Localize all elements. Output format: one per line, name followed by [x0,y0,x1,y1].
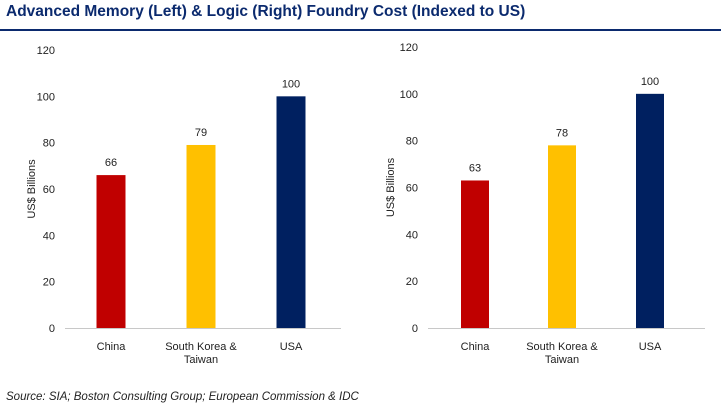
title-divider [0,29,721,31]
data-label: 63 [469,162,481,174]
x-tick-label: Taiwan [545,354,579,366]
y-tick-label: 0 [412,323,418,335]
bar [276,96,306,328]
data-label: 100 [282,78,300,90]
bar [636,93,664,328]
bar [461,180,489,328]
y-tick-label: 60 [406,183,418,195]
y-tick-label: 60 [43,184,55,196]
data-label: 78 [556,127,568,139]
data-label: 100 [641,76,659,88]
y-tick-label: 40 [406,229,418,241]
bar [186,144,216,328]
y-tick-label: 20 [406,276,418,288]
x-tick-label: South Korea & [526,341,598,353]
data-label: 79 [195,127,207,139]
y-tick-label: 100 [37,91,55,103]
right-chart: 0 20 40 60 80 100 120 US$ Billions 63 78 100 China S… [385,42,705,366]
y-tick-label: 100 [400,89,418,101]
x-tick-label: Taiwan [184,354,218,366]
x-tick-label: China [97,341,127,353]
y-tick-label: 80 [406,136,418,148]
y-tick-label: 40 [43,230,55,242]
y-tick-label: 20 [43,277,55,289]
y-axis-label: US$ Billions [385,157,397,217]
y-axis-label: US$ Billions [26,159,38,219]
x-tick-label: USA [280,341,303,353]
y-tick-label: 120 [400,42,418,54]
y-tick-label: 80 [43,138,55,150]
x-tick-label: USA [639,341,662,353]
bar [96,175,126,328]
page-title: Advanced Memory (Left) & Logic (Right) F… [6,3,526,20]
left-chart: 0 20 40 60 80 100 120 US$ Billions 66 79 100 China S… [26,45,341,366]
source-note: Source: SIA; Boston Consulting Group; Eu… [6,391,359,403]
y-tick-label: 120 [37,45,55,57]
y-tick-label: 0 [49,323,55,335]
bar [548,145,576,328]
data-label: 66 [105,157,117,169]
x-tick-label: South Korea & [165,341,237,353]
x-tick-label: China [461,341,491,353]
